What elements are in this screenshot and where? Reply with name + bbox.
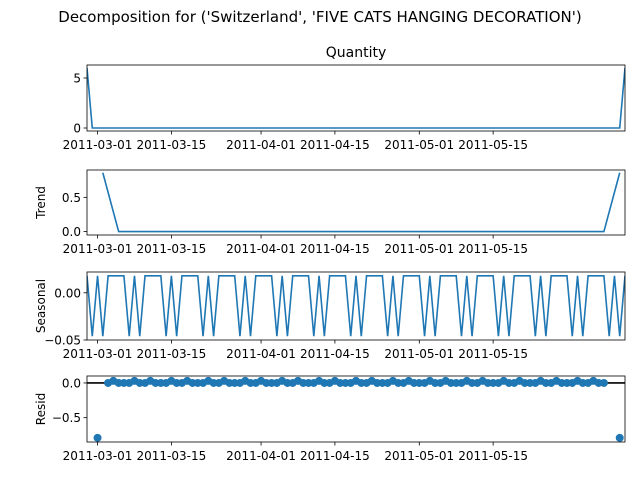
y-tick-label: 5 [73, 72, 81, 86]
y-tick-label: 0.5 [62, 191, 81, 205]
x-tick-label: 2011-03-01 [63, 138, 133, 152]
data-trend [102, 172, 621, 233]
series-line [87, 274, 625, 337]
x-tick-label: 2011-04-01 [226, 347, 296, 361]
axes-frame [86, 64, 626, 132]
x-tick-label: 2011-03-01 [63, 449, 133, 463]
series-line [102, 172, 621, 233]
y-axis-label: Seasonal [34, 279, 48, 333]
x-tick-label: 2011-03-15 [137, 347, 207, 361]
panel-observed: Quantity 0 5 2011-03-01 2011-03-15 2011-04-01… [63, 45, 626, 152]
x-tick-label: 2011-05-01 [384, 449, 454, 463]
y-tick-label: 0.0 [62, 225, 81, 239]
y-tick-label: 0.00 [54, 286, 81, 300]
x-tick-label: 2011-04-01 [226, 449, 296, 463]
y-tick-label: 0 [73, 122, 81, 136]
x-tick-label: 2011-03-01 [63, 347, 133, 361]
resid-outlier-point [615, 433, 624, 442]
x-tick-label: 2011-03-15 [137, 242, 207, 256]
y-tick-label: −0.5 [52, 411, 81, 425]
panels: Quantity 0 5 2011-03-01 2011-03-15 2011-04-01… [34, 45, 626, 463]
x-tick-label: 2011-03-15 [137, 138, 207, 152]
data-observed [87, 67, 625, 129]
resid-point [599, 378, 608, 387]
figure-suptitle: Decomposition for ('Switzerland', 'FIVE … [58, 8, 581, 26]
axes-frame [86, 271, 626, 341]
x-tick-label: 2011-04-01 [226, 242, 296, 256]
y-tick-label: 0.0 [62, 376, 81, 390]
x-tick-label: 2011-05-01 [384, 138, 454, 152]
y-tick-label: −0.05 [44, 334, 81, 348]
x-tick-label: 2011-04-15 [300, 242, 370, 256]
x-tick-label: 2011-05-15 [458, 242, 528, 256]
x-tick-label: 2011-05-15 [458, 449, 528, 463]
series-line [87, 67, 625, 129]
x-tick-label: 2011-03-15 [137, 449, 207, 463]
axes-frame [86, 375, 626, 443]
data-seasonal [87, 274, 625, 337]
y-axis-label: Trend [34, 186, 48, 220]
x-tick-label: 2011-05-15 [458, 138, 528, 152]
data-resid [87, 376, 625, 442]
panel-resid: Resid 0.0 −0.5 2011-03-01 2011-03-15 2011-04-… [34, 375, 626, 463]
y-axis-label: Resid [34, 393, 48, 425]
x-tick-label: 2011-05-01 [384, 347, 454, 361]
x-tick-label: 2011-03-01 [63, 242, 133, 256]
x-tick-label: 2011-04-15 [300, 449, 370, 463]
x-tick-label: 2011-04-01 [226, 138, 296, 152]
x-tick-label: 2011-04-15 [300, 138, 370, 152]
x-tick-label: 2011-04-15 [300, 347, 370, 361]
x-tick-label: 2011-05-15 [458, 347, 528, 361]
panel-title: Quantity [326, 45, 387, 61]
resid-outlier-point [93, 433, 102, 442]
axes-frame [86, 169, 626, 236]
x-tick-label: 2011-05-01 [384, 242, 454, 256]
panel-trend: Trend 0.0 0.5 2011-03-01 2011-03-15 2011-04-0… [34, 169, 626, 256]
